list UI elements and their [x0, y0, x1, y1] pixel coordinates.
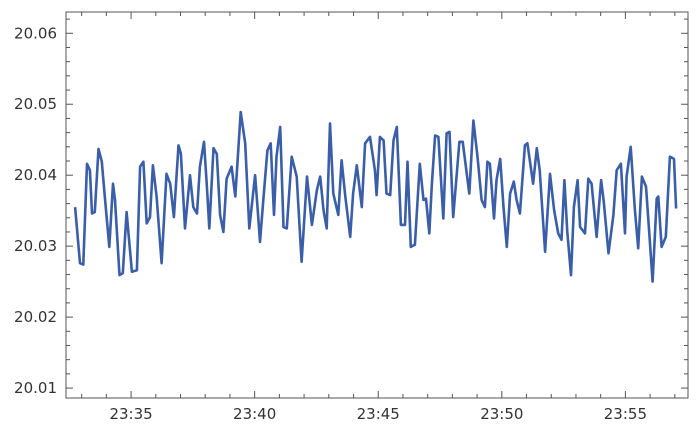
x-tick-label: 23:45 — [357, 405, 400, 423]
series-line — [73, 110, 678, 283]
plot-frame — [65, 11, 689, 399]
x-tick-label: 23:35 — [109, 405, 152, 423]
y-tick-label: 20.05 — [14, 95, 57, 113]
y-tick-label: 20.01 — [14, 379, 57, 397]
y-tick-label: 20.06 — [14, 24, 57, 42]
y-tick-label: 20.03 — [14, 237, 57, 255]
x-tick-label: 23:40 — [233, 405, 276, 423]
x-tick-label: 23:55 — [604, 405, 647, 423]
x-tick-label: 23:50 — [480, 405, 523, 423]
y-tick-label: 20.02 — [14, 308, 57, 326]
y-tick-label: 20.04 — [14, 166, 57, 184]
